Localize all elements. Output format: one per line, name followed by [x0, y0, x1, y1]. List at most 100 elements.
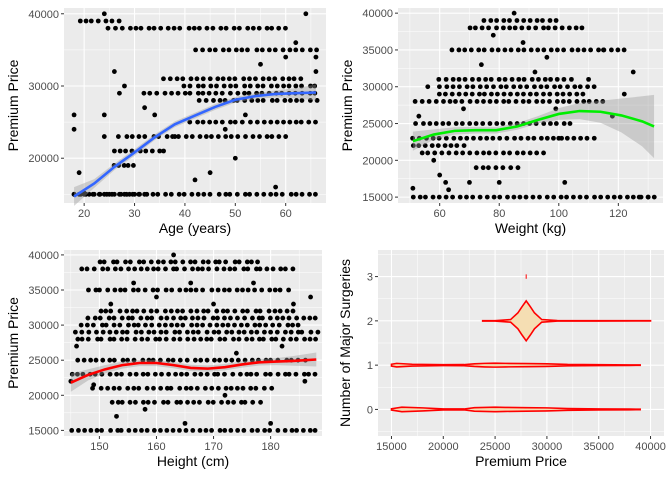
data-point: [124, 336, 130, 342]
y-tick-label: 0: [367, 404, 373, 416]
data-point: [574, 99, 580, 104]
data-point: [460, 150, 466, 156]
data-point: [282, 266, 288, 272]
data-point: [144, 266, 150, 272]
data-point: [211, 301, 216, 307]
data-point: [480, 121, 486, 126]
y-tick-label: 35000: [362, 45, 393, 57]
data-point: [566, 99, 572, 104]
data-point: [548, 47, 554, 53]
data-point: [93, 287, 99, 293]
data-point: [299, 47, 305, 53]
data-point: [228, 83, 233, 89]
data-point: [228, 134, 234, 139]
data-point: [190, 266, 195, 272]
data-point: [245, 266, 251, 272]
data-point: [158, 427, 163, 433]
data-point: [601, 47, 606, 53]
data-point: [117, 308, 123, 314]
data-point: [162, 90, 168, 96]
data-point: [225, 322, 231, 328]
data-point: [448, 143, 454, 149]
data-point: [191, 336, 197, 342]
data-point: [152, 371, 158, 377]
x-axis-label: Weight (kg): [495, 220, 566, 236]
data-point: [103, 322, 109, 328]
data-point: [242, 90, 247, 96]
data-point: [174, 76, 180, 82]
data-point: [111, 191, 117, 197]
data-point: [115, 399, 121, 405]
data-point: [283, 54, 289, 60]
data-point: [512, 25, 518, 31]
data-point: [410, 143, 416, 149]
data-point: [283, 134, 289, 139]
data-point: [235, 427, 241, 433]
data-point: [525, 135, 531, 141]
data-point: [516, 76, 522, 82]
data-point: [286, 315, 292, 321]
smooth-line: [70, 358, 317, 384]
data-point: [152, 112, 158, 118]
data-point: [130, 308, 136, 314]
data-point: [198, 336, 204, 342]
data-point: [491, 84, 496, 90]
data-point: [312, 427, 318, 433]
data-point: [82, 427, 88, 433]
data-point: [544, 135, 550, 141]
data-point: [255, 427, 260, 433]
x-tick-label: 15000: [376, 441, 407, 453]
data-point: [531, 135, 537, 141]
data-point: [280, 47, 286, 53]
data-point: [538, 84, 544, 90]
y-tick-label: 15000: [362, 192, 393, 204]
data-point: [122, 83, 127, 89]
data-point: [272, 76, 278, 82]
data-point: [547, 91, 553, 97]
data-point: [293, 336, 299, 342]
data-point: [203, 98, 209, 103]
data-point: [164, 427, 170, 433]
data-point: [134, 308, 140, 314]
data-point: [312, 83, 318, 89]
data-point: [196, 98, 202, 103]
data-point: [159, 371, 164, 377]
data-point: [430, 194, 436, 200]
data-point: [174, 266, 180, 272]
data-point: [242, 83, 248, 89]
data-point: [425, 84, 431, 90]
data-point: [124, 329, 130, 335]
data-point: [457, 194, 463, 200]
data-point: [95, 18, 101, 24]
data-point: [508, 47, 514, 53]
data-point: [214, 322, 220, 328]
data-point: [260, 336, 266, 342]
data-point: [557, 84, 563, 90]
data-point: [433, 121, 439, 126]
data-point: [538, 135, 544, 141]
data-point: [266, 47, 272, 53]
data-point: [209, 134, 214, 139]
data-point: [131, 357, 137, 363]
data-point: [651, 194, 657, 200]
data-point: [423, 194, 428, 200]
data-point: [494, 121, 500, 126]
data-point: [462, 76, 468, 82]
data-point: [101, 191, 107, 197]
data-point: [288, 329, 294, 335]
data-point: [433, 99, 439, 104]
data-point: [495, 47, 501, 53]
x-tick-label: 180: [261, 441, 279, 453]
data-point: [91, 266, 97, 272]
data-point: [502, 47, 508, 53]
data-point: [274, 83, 280, 89]
data-point: [228, 385, 234, 391]
x-tick-label: 25000: [480, 441, 511, 453]
data-point: [132, 427, 138, 433]
data-point: [101, 259, 107, 265]
data-point: [553, 106, 559, 112]
data-point: [111, 259, 116, 265]
data-point: [119, 336, 125, 342]
data-point: [270, 266, 276, 272]
data-point: [250, 25, 256, 31]
